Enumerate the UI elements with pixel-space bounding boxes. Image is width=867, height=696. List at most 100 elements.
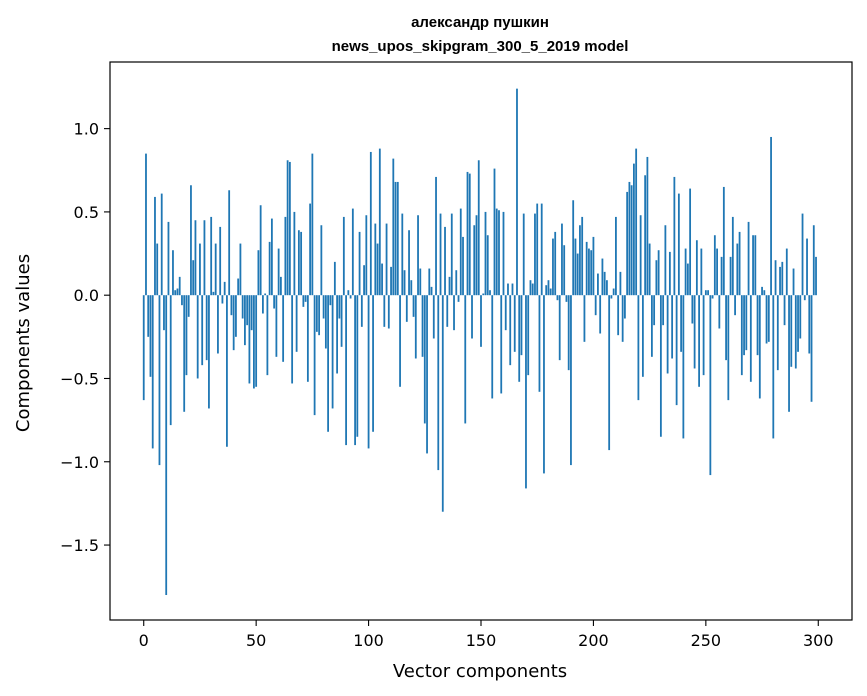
bar-153	[486, 235, 489, 296]
bar-104	[376, 243, 379, 296]
bar-102	[372, 295, 374, 432]
bar-101	[369, 151, 372, 296]
bar-26	[201, 295, 204, 366]
bar-38	[228, 190, 231, 296]
bar-209	[612, 288, 615, 296]
bar-212	[619, 271, 622, 296]
y-axis: −1.5 −1.0 −0.5 0.0 0.5 1.0	[60, 120, 110, 555]
bar-256	[718, 295, 721, 329]
bar-284	[781, 261, 784, 296]
bar-52	[259, 205, 262, 296]
bar-145	[468, 173, 471, 296]
bar-149	[477, 160, 480, 296]
bar-74	[309, 203, 312, 296]
bar-160	[502, 211, 505, 296]
bar-171	[527, 295, 530, 376]
x-tick-label: 100	[353, 631, 384, 650]
bar-36	[223, 281, 226, 296]
bar-193	[576, 253, 579, 296]
bar-275	[761, 286, 763, 296]
bar-278	[767, 295, 770, 342]
y-tick-label: −0.5	[60, 369, 99, 388]
bar-20	[187, 295, 190, 317]
bar-109	[387, 295, 390, 329]
bar-180	[547, 280, 550, 296]
bar-14	[174, 290, 177, 296]
bar-245	[693, 295, 696, 369]
bar-246	[695, 240, 698, 296]
bar-54	[264, 293, 267, 296]
bar-1	[145, 153, 147, 296]
bar-234	[668, 251, 671, 296]
bar-6	[156, 243, 159, 296]
bar-158	[498, 210, 500, 296]
bar-262	[731, 216, 734, 296]
bar-0	[142, 295, 145, 401]
bar-33	[217, 295, 219, 354]
bar-55	[266, 295, 269, 376]
bar-12	[169, 295, 172, 426]
bar-231	[662, 295, 665, 326]
bar-31	[212, 291, 215, 296]
bar-143	[464, 295, 467, 424]
bar-117	[405, 295, 408, 322]
bar-111	[392, 158, 395, 296]
bar-93	[351, 208, 354, 296]
bar-11	[167, 221, 170, 296]
bar-45	[244, 295, 246, 346]
bar-169	[522, 213, 525, 296]
bar-89	[342, 216, 345, 296]
bar-130	[435, 176, 437, 296]
bar-187	[563, 245, 566, 296]
bar-141	[459, 208, 462, 296]
bar-176	[538, 295, 541, 392]
bar-123	[419, 268, 422, 296]
bar-95	[356, 295, 359, 437]
bar-179	[545, 285, 548, 296]
bar-43	[239, 243, 242, 296]
bar-40	[232, 295, 235, 351]
bar-128	[430, 286, 433, 296]
bar-131	[437, 295, 440, 471]
bar-170	[525, 295, 527, 489]
bar-110	[390, 266, 392, 296]
bar-42	[237, 278, 240, 296]
bar-138	[453, 295, 455, 331]
bar-289	[792, 268, 795, 296]
bar-156	[493, 168, 496, 296]
chart-subtitle: news_upos_skipgram_300_5_2019 model	[332, 38, 629, 55]
bar-291	[797, 295, 799, 352]
bar-2	[147, 295, 150, 337]
bars-group	[142, 88, 817, 596]
y-tick-label: 0.5	[74, 203, 99, 222]
bar-237	[675, 295, 678, 406]
bar-21	[190, 185, 192, 296]
bar-13	[172, 250, 174, 296]
bar-242	[686, 263, 689, 296]
bar-217	[630, 185, 633, 296]
bar-78	[318, 295, 321, 336]
bar-249	[702, 295, 705, 376]
bar-252	[709, 295, 712, 476]
bar-192	[574, 238, 577, 296]
bar-258	[722, 186, 725, 296]
bar-254	[713, 235, 716, 296]
bar-99	[365, 215, 368, 296]
bar-196	[583, 295, 586, 342]
bar-269	[747, 221, 750, 296]
bar-240	[682, 295, 685, 439]
bar-175	[536, 203, 539, 296]
bar-260	[727, 295, 730, 401]
bar-67	[293, 211, 296, 296]
bar-135	[446, 295, 449, 327]
bar-133	[441, 295, 444, 512]
bar-294	[803, 295, 806, 301]
bar-211	[617, 295, 620, 336]
bar-253	[711, 295, 714, 299]
y-tick-label: −1.0	[60, 453, 99, 472]
bar-3	[149, 295, 152, 377]
bar-94	[354, 295, 356, 446]
bar-119	[410, 280, 413, 296]
bar-56	[268, 241, 271, 296]
